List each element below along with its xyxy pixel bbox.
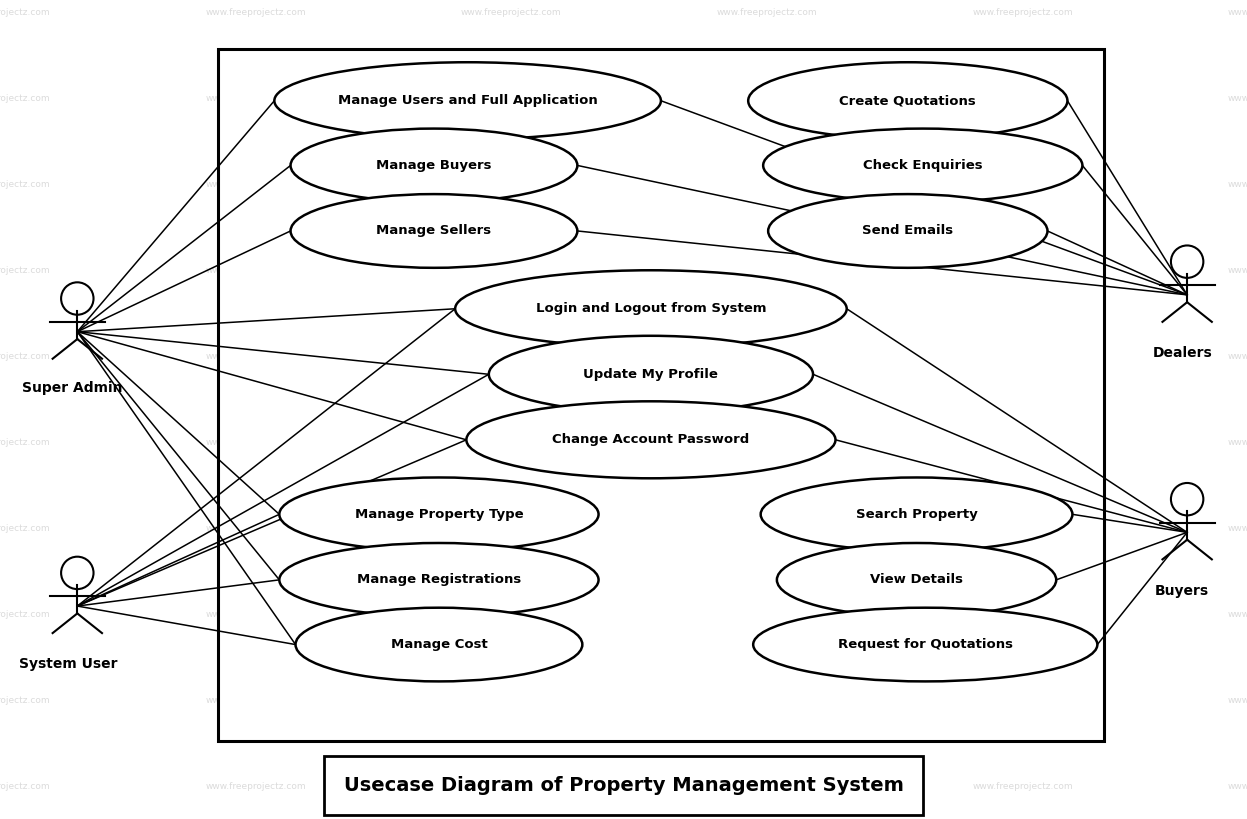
Text: Send Emails: Send Emails: [862, 224, 954, 238]
Text: www.freeprojectz.com: www.freeprojectz.com: [973, 524, 1072, 532]
Text: Search Property: Search Property: [855, 508, 978, 521]
Text: www.freeprojectz.com: www.freeprojectz.com: [206, 266, 306, 274]
Text: www.freeprojectz.com: www.freeprojectz.com: [717, 610, 817, 618]
Text: Create Quotations: Create Quotations: [839, 94, 976, 107]
Text: www.freeprojectz.com: www.freeprojectz.com: [1228, 610, 1247, 618]
Text: www.freeprojectz.com: www.freeprojectz.com: [461, 180, 561, 188]
Text: www.freeprojectz.com: www.freeprojectz.com: [973, 782, 1072, 790]
Text: www.freeprojectz.com: www.freeprojectz.com: [717, 8, 817, 16]
Text: www.freeprojectz.com: www.freeprojectz.com: [1228, 782, 1247, 790]
Text: www.freeprojectz.com: www.freeprojectz.com: [1228, 524, 1247, 532]
Text: www.freeprojectz.com: www.freeprojectz.com: [717, 438, 817, 446]
Ellipse shape: [768, 194, 1047, 268]
Text: www.freeprojectz.com: www.freeprojectz.com: [973, 352, 1072, 360]
Text: www.freeprojectz.com: www.freeprojectz.com: [717, 696, 817, 704]
Text: www.freeprojectz.com: www.freeprojectz.com: [0, 610, 50, 618]
Text: www.freeprojectz.com: www.freeprojectz.com: [0, 266, 50, 274]
Text: www.freeprojectz.com: www.freeprojectz.com: [973, 438, 1072, 446]
Text: www.freeprojectz.com: www.freeprojectz.com: [0, 782, 50, 790]
Text: Dealers: Dealers: [1152, 346, 1212, 360]
Text: www.freeprojectz.com: www.freeprojectz.com: [1228, 438, 1247, 446]
Text: System User: System User: [20, 657, 117, 671]
Ellipse shape: [777, 543, 1056, 617]
Text: www.freeprojectz.com: www.freeprojectz.com: [717, 180, 817, 188]
Ellipse shape: [761, 477, 1072, 551]
Text: Change Account Password: Change Account Password: [552, 433, 749, 446]
Text: Login and Logout from System: Login and Logout from System: [536, 302, 766, 315]
Text: www.freeprojectz.com: www.freeprojectz.com: [206, 352, 306, 360]
Text: www.freeprojectz.com: www.freeprojectz.com: [206, 438, 306, 446]
Text: View Details: View Details: [870, 573, 963, 586]
Ellipse shape: [748, 62, 1067, 139]
Text: Manage Registrations: Manage Registrations: [357, 573, 521, 586]
Text: Manage Sellers: Manage Sellers: [377, 224, 491, 238]
Text: www.freeprojectz.com: www.freeprojectz.com: [206, 8, 306, 16]
Text: Manage Buyers: Manage Buyers: [377, 159, 491, 172]
Text: www.freeprojectz.com: www.freeprojectz.com: [206, 782, 306, 790]
Text: www.freeprojectz.com: www.freeprojectz.com: [461, 610, 561, 618]
Text: www.freeprojectz.com: www.freeprojectz.com: [461, 438, 561, 446]
Text: www.freeprojectz.com: www.freeprojectz.com: [206, 696, 306, 704]
Bar: [218, 49, 1104, 741]
Text: www.freeprojectz.com: www.freeprojectz.com: [461, 782, 561, 790]
Text: www.freeprojectz.com: www.freeprojectz.com: [0, 352, 50, 360]
Text: www.freeprojectz.com: www.freeprojectz.com: [0, 8, 50, 16]
Text: Request for Quotations: Request for Quotations: [838, 638, 1013, 651]
Text: www.freeprojectz.com: www.freeprojectz.com: [973, 8, 1072, 16]
Ellipse shape: [455, 270, 847, 347]
Text: Check Enquiries: Check Enquiries: [863, 159, 983, 172]
Ellipse shape: [291, 129, 577, 202]
Text: www.freeprojectz.com: www.freeprojectz.com: [717, 524, 817, 532]
Text: www.freeprojectz.com: www.freeprojectz.com: [0, 524, 50, 532]
Text: www.freeprojectz.com: www.freeprojectz.com: [461, 352, 561, 360]
Text: www.freeprojectz.com: www.freeprojectz.com: [1228, 8, 1247, 16]
Ellipse shape: [489, 336, 813, 413]
Text: www.freeprojectz.com: www.freeprojectz.com: [206, 610, 306, 618]
Text: www.freeprojectz.com: www.freeprojectz.com: [1228, 266, 1247, 274]
Text: www.freeprojectz.com: www.freeprojectz.com: [973, 94, 1072, 102]
Text: www.freeprojectz.com: www.freeprojectz.com: [0, 94, 50, 102]
Text: www.freeprojectz.com: www.freeprojectz.com: [1228, 696, 1247, 704]
Ellipse shape: [753, 608, 1097, 681]
Text: www.freeprojectz.com: www.freeprojectz.com: [461, 94, 561, 102]
Text: www.freeprojectz.com: www.freeprojectz.com: [461, 524, 561, 532]
Text: www.freeprojectz.com: www.freeprojectz.com: [0, 180, 50, 188]
Text: www.freeprojectz.com: www.freeprojectz.com: [461, 266, 561, 274]
Ellipse shape: [274, 62, 661, 139]
Text: www.freeprojectz.com: www.freeprojectz.com: [0, 438, 50, 446]
Text: www.freeprojectz.com: www.freeprojectz.com: [1228, 180, 1247, 188]
Text: www.freeprojectz.com: www.freeprojectz.com: [206, 180, 306, 188]
Text: www.freeprojectz.com: www.freeprojectz.com: [461, 8, 561, 16]
Text: www.freeprojectz.com: www.freeprojectz.com: [973, 180, 1072, 188]
Text: www.freeprojectz.com: www.freeprojectz.com: [717, 266, 817, 274]
Text: Manage Users and Full Application: Manage Users and Full Application: [338, 94, 597, 107]
Ellipse shape: [763, 129, 1082, 202]
Text: www.freeprojectz.com: www.freeprojectz.com: [717, 782, 817, 790]
Bar: [324, 756, 923, 815]
Text: Usecase Diagram of Property Management System: Usecase Diagram of Property Management S…: [344, 776, 903, 795]
Ellipse shape: [291, 194, 577, 268]
Text: Buyers: Buyers: [1155, 584, 1210, 598]
Text: www.freeprojectz.com: www.freeprojectz.com: [0, 696, 50, 704]
Ellipse shape: [466, 401, 835, 478]
Ellipse shape: [279, 477, 599, 551]
Text: www.freeprojectz.com: www.freeprojectz.com: [1228, 94, 1247, 102]
Text: www.freeprojectz.com: www.freeprojectz.com: [717, 352, 817, 360]
Text: www.freeprojectz.com: www.freeprojectz.com: [206, 524, 306, 532]
Text: Update My Profile: Update My Profile: [584, 368, 718, 381]
Text: Super Admin: Super Admin: [22, 381, 122, 395]
Text: www.freeprojectz.com: www.freeprojectz.com: [973, 696, 1072, 704]
Text: www.freeprojectz.com: www.freeprojectz.com: [206, 94, 306, 102]
Ellipse shape: [296, 608, 582, 681]
Text: Manage Cost: Manage Cost: [390, 638, 488, 651]
Text: Manage Property Type: Manage Property Type: [354, 508, 524, 521]
Text: www.freeprojectz.com: www.freeprojectz.com: [973, 266, 1072, 274]
Text: www.freeprojectz.com: www.freeprojectz.com: [717, 94, 817, 102]
Text: www.freeprojectz.com: www.freeprojectz.com: [973, 610, 1072, 618]
Text: www.freeprojectz.com: www.freeprojectz.com: [461, 696, 561, 704]
Text: www.freeprojectz.com: www.freeprojectz.com: [1228, 352, 1247, 360]
Ellipse shape: [279, 543, 599, 617]
